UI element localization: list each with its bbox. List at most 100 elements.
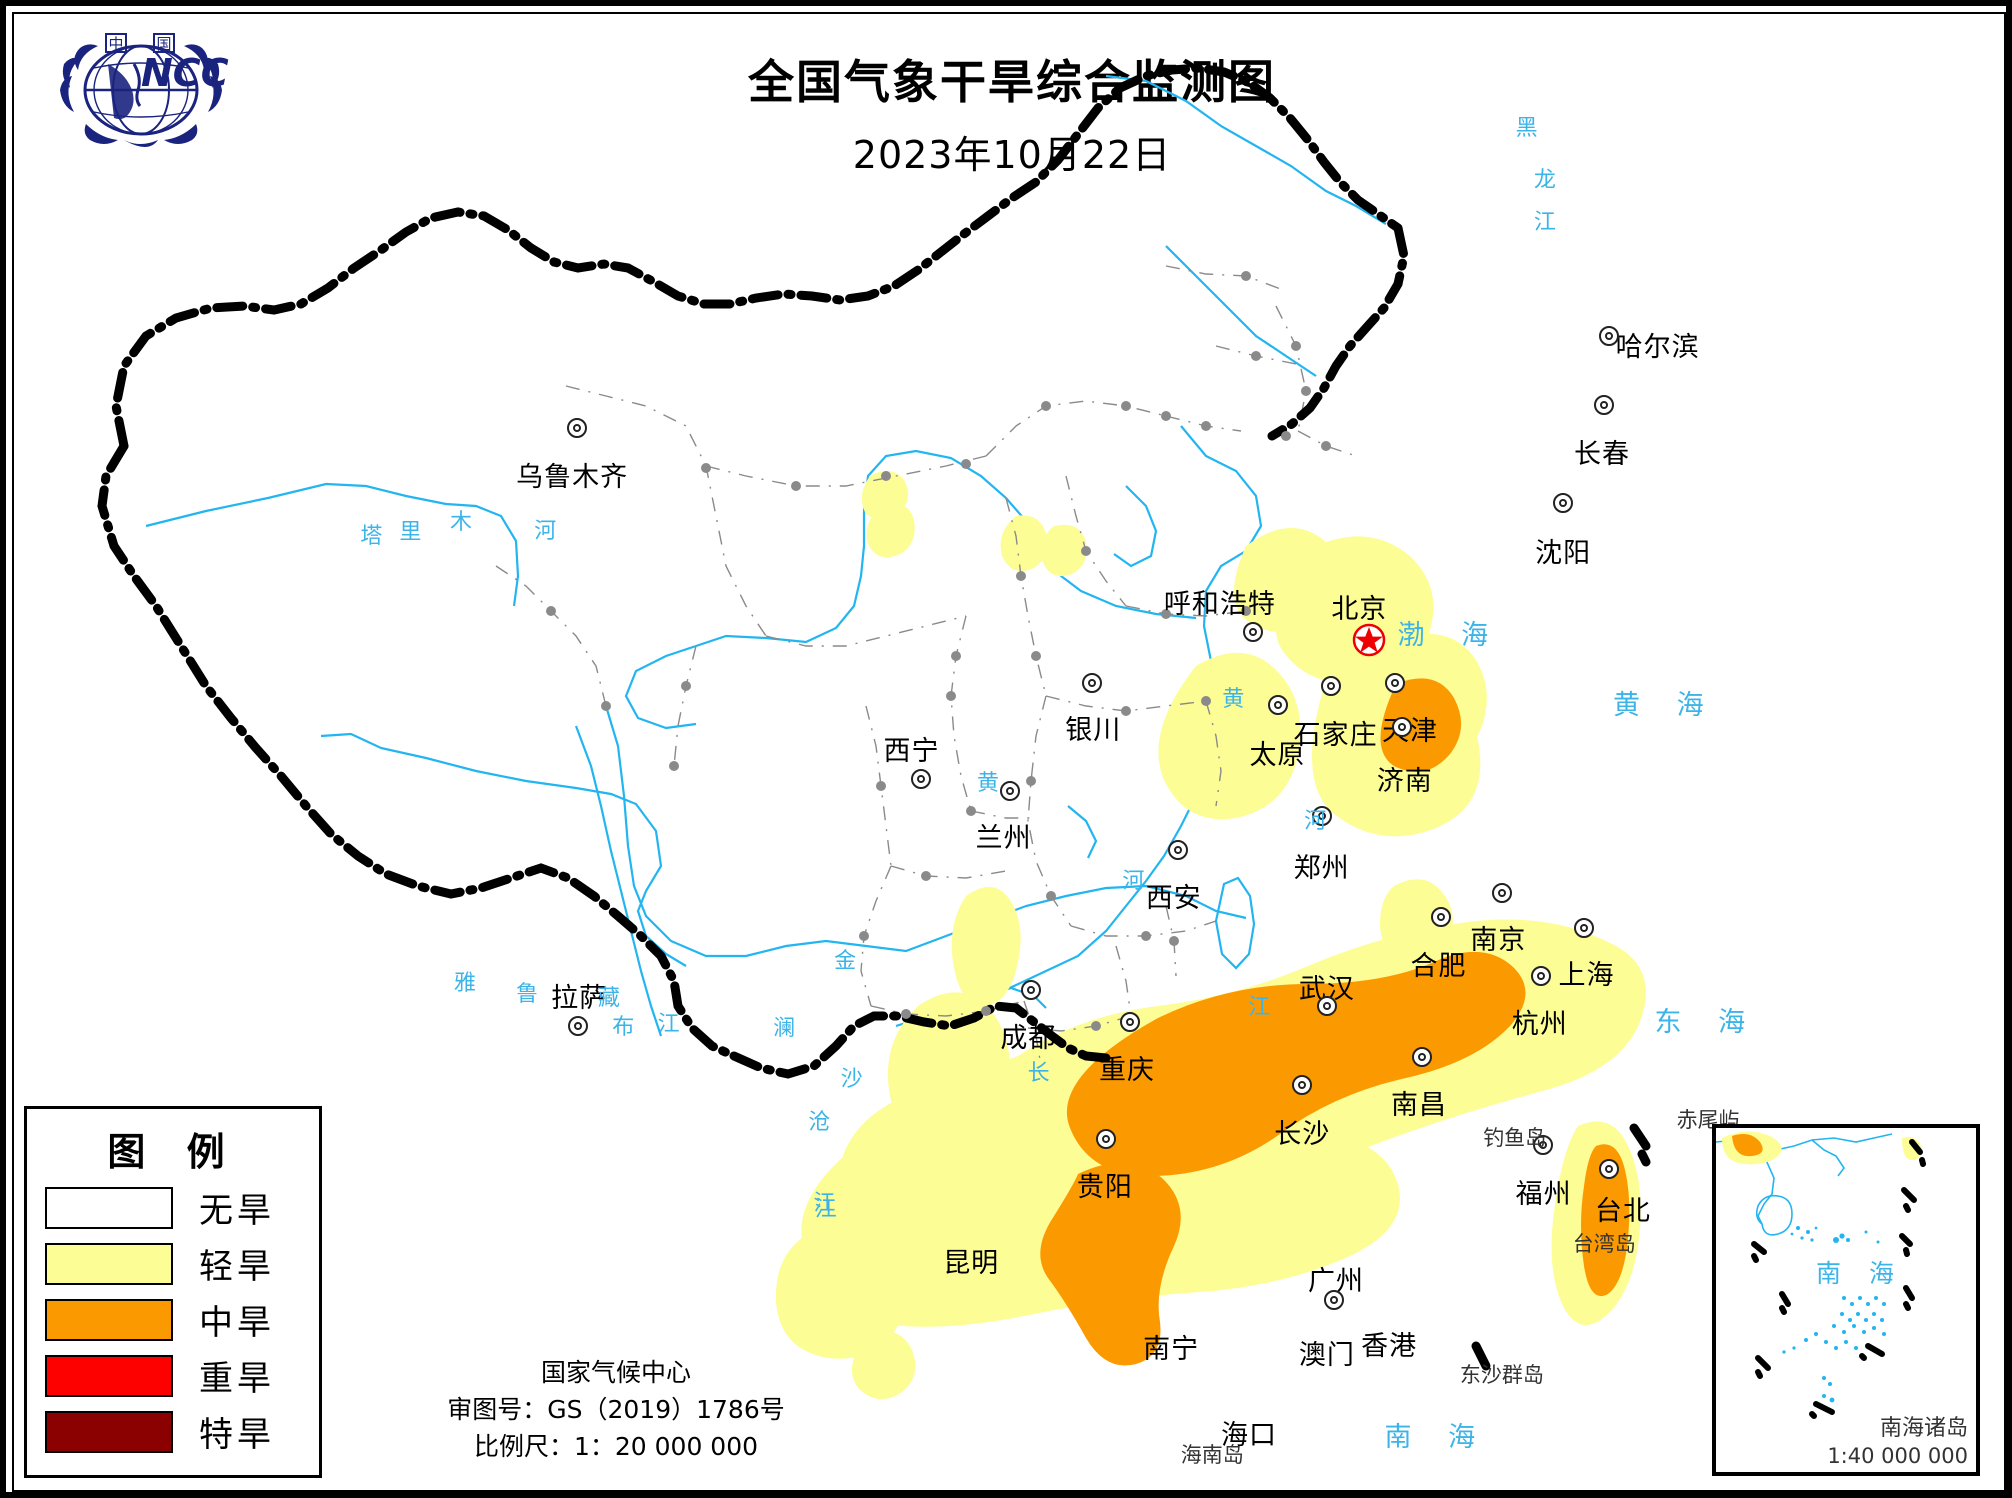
footer-review-number: 审图号：GS（2019）1786号 (447, 1395, 785, 1424)
legend-title: 图 例 (107, 1130, 239, 1174)
city-label-8: 石家庄 (1293, 720, 1378, 752)
city-marker-2 (910, 769, 931, 790)
sea-label-2: 东 海 (1654, 1006, 1760, 1038)
river-label-12: 河 (1304, 809, 1327, 835)
city-marker-15 (1598, 326, 1619, 347)
china-drought-map (97, 63, 1651, 1400)
legend-item-4: 特旱 (45, 1407, 319, 1456)
city-marker-16 (1431, 907, 1452, 928)
legend-item-2: 中旱 (45, 1295, 319, 1344)
city-label-11: 郑州 (1293, 853, 1350, 885)
city-marker-9 (1267, 695, 1288, 716)
river-label-0: 塔 (360, 523, 383, 549)
island-label-3: 东沙群岛 (1459, 1363, 1544, 1388)
river-label-10: 河 (1122, 869, 1145, 895)
city-label-32: 南宁 (1143, 1333, 1200, 1365)
river-label-4: 雅 (453, 970, 476, 996)
svg-text:中: 中 (108, 35, 123, 53)
river-label-17: 沧 (808, 1110, 831, 1136)
river-label-6: 藏 (597, 986, 620, 1012)
city-label-23: 成都 (1000, 1022, 1057, 1054)
city-label-4: 银川 (1065, 715, 1122, 747)
legend-label-0: 无旱 (199, 1191, 275, 1231)
city-marker-12 (1167, 839, 1188, 860)
river-label-9: 黄 (976, 771, 999, 797)
city-label-25: 贵阳 (1076, 1172, 1133, 1204)
river-label-14: 沙 (840, 1067, 863, 1093)
city-label-0: 乌鲁木齐 (516, 462, 629, 494)
footer-scale: 比例尺：1：20 000 000 (473, 1432, 759, 1461)
city-marker-10 (1392, 717, 1413, 738)
footer-block: 国家气候中心 审图号：GS（2019）1786号 比例尺：1：20 000 00… (406, 1354, 826, 1465)
legend-swatch-4 (45, 1410, 173, 1453)
inset-map-scale: 1:40 000 000 (1827, 1444, 1968, 1468)
river-label-22: 龙 (1533, 168, 1556, 194)
map-date: 2023年10月22日 (852, 133, 1172, 177)
city-label-12: 西安 (1145, 883, 1202, 915)
legend-item-3: 重旱 (45, 1351, 319, 1400)
city-marker-4 (1082, 672, 1103, 693)
island-label-4: 海南岛 (1180, 1442, 1244, 1467)
city-label-19: 杭州 (1511, 1009, 1568, 1041)
city-marker-11 (1311, 805, 1332, 826)
river-label-16: 澜 (773, 1016, 796, 1042)
city-label-3: 兰州 (975, 823, 1032, 855)
city-label-5: 呼和浩特 (1163, 588, 1276, 620)
city-marker-3 (1000, 781, 1021, 802)
legend-box: 图 例 无旱轻旱中旱重旱特旱 (24, 1106, 322, 1478)
legend-swatch-0 (45, 1186, 173, 1229)
city-label-6: 北京 (1331, 593, 1388, 625)
city-label-13: 沈阳 (1535, 537, 1592, 569)
city-label-22: 长沙 (1274, 1118, 1331, 1150)
inset-sea-label: 南 海 (1816, 1259, 1904, 1288)
river-label-3: 河 (534, 518, 557, 544)
legend-swatch-3 (45, 1354, 173, 1397)
river-label-23: 江 (1533, 209, 1556, 235)
legend-item-0: 无旱 (45, 1183, 319, 1232)
city-label-17: 南京 (1470, 924, 1527, 956)
legend-swatch-1 (45, 1242, 173, 1285)
sea-label-1: 黄 海 (1613, 690, 1718, 722)
city-label-26: 昆明 (943, 1247, 1000, 1279)
city-marker-14 (1593, 395, 1614, 416)
city-marker-22 (1292, 1075, 1313, 1096)
city-label-10: 济南 (1376, 765, 1433, 797)
city-marker-28 (1598, 1158, 1619, 1179)
river-label-21: 黑 (1515, 116, 1538, 142)
city-marker-27 (1532, 1135, 1553, 1156)
city-label-28: 台北 (1594, 1195, 1651, 1227)
city-label-33: 海口 (1220, 1419, 1277, 1451)
city-marker-17 (1492, 882, 1513, 903)
city-label-27: 福州 (1515, 1178, 1572, 1210)
city-label-30: 香港 (1361, 1331, 1418, 1363)
legend-swatch-2 (45, 1298, 173, 1341)
city-marker-13 (1553, 493, 1574, 514)
city-marker-7 (1384, 672, 1405, 693)
city-label-14: 长春 (1574, 438, 1631, 470)
city-label-16: 合肥 (1410, 950, 1467, 982)
capital-star-icon (1352, 623, 1386, 657)
city-marker-1 (568, 1015, 589, 1036)
footer-agency: 国家气候中心 (540, 1358, 691, 1387)
river-label-5: 鲁 (516, 982, 539, 1008)
legend-item-1: 轻旱 (45, 1239, 319, 1288)
island-label-0: 钓鱼岛 (1483, 1126, 1547, 1151)
river-label-1: 里 (399, 520, 422, 546)
city-label-24: 重庆 (1098, 1055, 1155, 1087)
city-marker-5 (1243, 622, 1264, 643)
sea-label-0: 渤 海 (1397, 620, 1503, 652)
river-label-13: 金 (834, 948, 857, 974)
legend-label-3: 重旱 (199, 1359, 275, 1399)
legend-label-4: 特旱 (199, 1415, 275, 1455)
city-label-18: 上海 (1558, 959, 1615, 991)
city-label-20: 南昌 (1391, 1090, 1448, 1122)
south-china-sea-inset-map: 南 海 南海诸岛 1:40 000 000 (1712, 1124, 1980, 1476)
sea-label-3: 南 海 (1384, 1422, 1490, 1454)
city-label-9: 太原 (1249, 739, 1306, 771)
river-label-11: 黄 (1222, 686, 1245, 712)
river-label-2: 木 (449, 509, 472, 535)
city-marker-20 (1411, 1046, 1432, 1067)
city-label-2: 西宁 (883, 735, 940, 767)
city-marker-18 (1574, 917, 1595, 938)
